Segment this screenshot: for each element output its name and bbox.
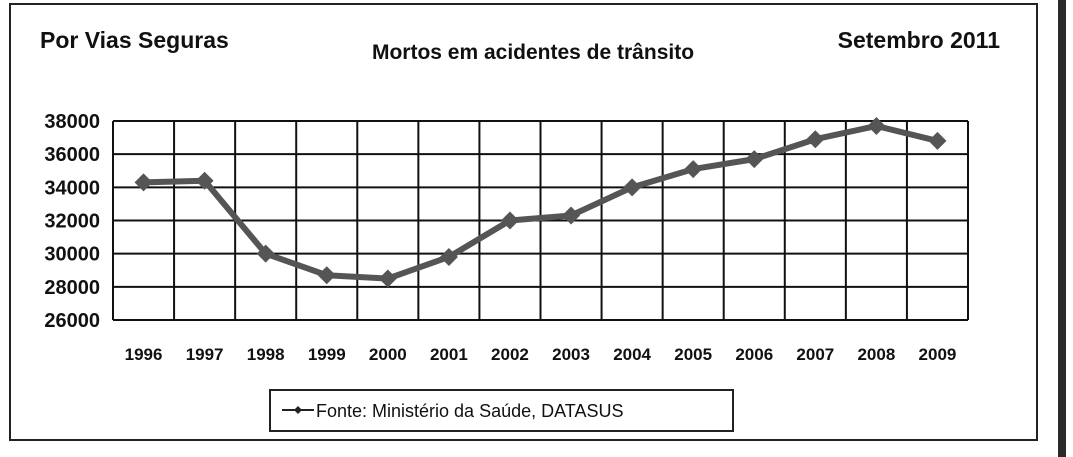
x-tick-label: 2009 [919,345,957,364]
x-tick-label: 2002 [491,345,529,364]
date-label: Setembro 2011 [838,27,1001,53]
data-point [867,116,886,135]
series-line [143,122,939,282]
y-tick-label: 32000 [44,211,100,233]
x-tick-label: 1996 [125,345,163,364]
data-point [806,130,825,149]
data-point [195,171,214,190]
y-tick-label: 30000 [44,244,100,266]
data-point [439,247,458,266]
x-tick-label: 2003 [552,345,590,364]
x-tick-label: 2005 [674,345,712,364]
x-tick-label: 1999 [308,345,346,364]
chart-title: Mortos em acidentes de trânsito [372,41,694,64]
data-point [500,211,519,230]
x-tick-label: 1998 [247,345,285,364]
x-tick-label: 2000 [369,345,407,364]
x-tick-label: 1997 [186,345,224,364]
data-point [317,266,336,285]
data-point [134,173,153,192]
x-tick-label: 2001 [430,345,468,364]
data-point [684,160,703,179]
legend: Fonte: Ministério da Saúde, DATASUS [269,389,734,432]
y-tick-label: 34000 [44,177,100,199]
y-tick-label: 28000 [44,277,100,299]
y-tick-label: 38000 [44,111,100,133]
data-point [378,269,397,288]
legend-box [269,389,734,432]
data-point [928,131,947,150]
data-point [256,244,275,263]
x-tick-label: 2008 [857,345,895,364]
legend-label: Fonte: Ministério da Saúde, DATASUS [316,401,623,421]
series [134,116,947,288]
y-tick-label: 26000 [44,310,100,332]
side-bar [1058,0,1066,457]
y-axis-ticks: 38000 36000 34000 32000 30000 28000 26000 [44,111,100,332]
legend-marker-icon [294,406,302,414]
x-tick-label: 2004 [613,345,651,364]
x-tick-label: 2007 [796,345,834,364]
data-point [623,178,642,197]
x-axis-ticks: 1996 1997 1998 1999 2000 2001 2002 2003 2004 2005… [125,345,957,364]
data-point [745,150,764,169]
y-tick-label: 36000 [44,144,100,166]
x-tick-label: 2006 [735,345,773,364]
data-point [562,206,581,225]
source-label: Por Vias Seguras [40,27,229,53]
